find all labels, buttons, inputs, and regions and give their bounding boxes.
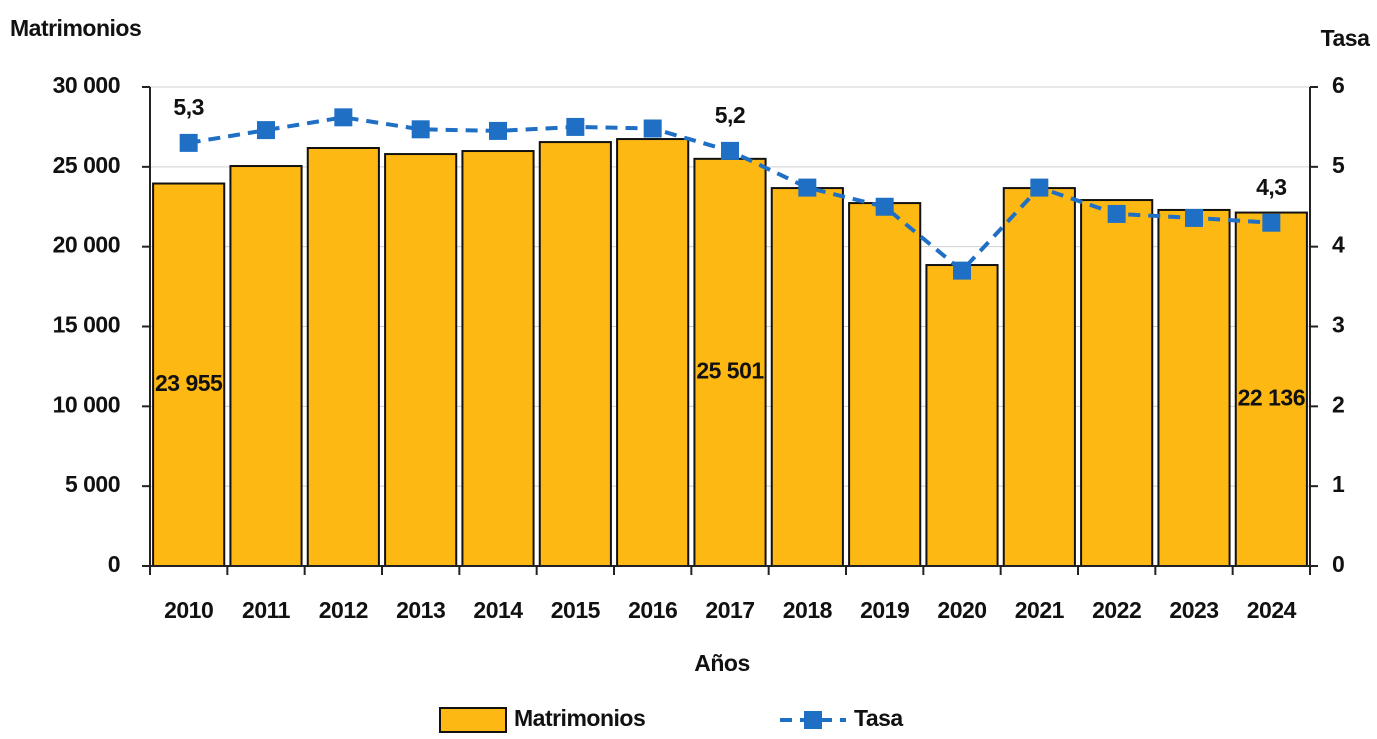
- legend-label: Tasa: [854, 705, 903, 731]
- bar: [1157, 208, 1231, 567]
- x-tick-label: 2023: [1169, 597, 1218, 623]
- x-tick-label: 2016: [628, 597, 677, 623]
- bar: [229, 165, 303, 567]
- x-tick-label: 2019: [860, 597, 909, 623]
- line-marker: [798, 178, 817, 197]
- y-tick-label: 10 000: [53, 391, 120, 417]
- line-value-label: 5,2: [715, 102, 745, 128]
- y2-tick-label: 2: [1332, 391, 1344, 417]
- bar: [693, 157, 767, 567]
- x-tick-label: 2024: [1247, 597, 1297, 623]
- y-tick-label: 5 000: [65, 471, 120, 497]
- line-marker: [1185, 208, 1203, 227]
- line-marker: [953, 261, 971, 280]
- line-marker: [179, 133, 198, 152]
- x-tick-label: 2022: [1092, 597, 1141, 623]
- legend-label: Matrimonios: [514, 705, 645, 731]
- y2-tick-label: 4: [1332, 232, 1345, 258]
- legend-marker: [804, 711, 822, 729]
- x-tick-label: 2018: [783, 597, 833, 623]
- line-marker: [257, 121, 275, 140]
- x-tick-label: 2020: [937, 597, 986, 623]
- bar: [1080, 199, 1154, 567]
- line-marker: [1107, 204, 1126, 223]
- y-tick-label: 25 000: [53, 152, 120, 178]
- line-marker: [643, 119, 662, 138]
- bar: [1002, 187, 1076, 567]
- y2-tick-label: 0: [1332, 551, 1344, 577]
- bar: [925, 264, 999, 567]
- line-marker: [1262, 213, 1281, 232]
- line-marker: [411, 120, 430, 139]
- legend-swatch: [439, 707, 507, 733]
- line-marker: [489, 121, 507, 140]
- bar-value-label: 23 955: [155, 370, 223, 396]
- bar: [538, 141, 612, 568]
- bar: [770, 187, 844, 567]
- bar: [384, 153, 458, 567]
- line-marker: [334, 108, 353, 127]
- x-tick-label: 2021: [1015, 597, 1065, 623]
- x-tick-label: 2010: [164, 597, 213, 623]
- line-value-label: 5,3: [173, 94, 203, 120]
- bar: [306, 146, 380, 567]
- y2-axis-title: Tasa: [1321, 25, 1370, 51]
- x-tick-label: 2011: [242, 597, 291, 623]
- y2-tick-label: 3: [1332, 312, 1344, 338]
- y2-tick-label: 5: [1332, 152, 1345, 178]
- y-axis-title: Matrimonios: [10, 15, 141, 41]
- bar-value-label: 22 136: [1238, 384, 1305, 410]
- bar: [616, 138, 690, 567]
- x-tick-label: 2014: [473, 597, 523, 623]
- x-tick-label: 2012: [319, 597, 368, 623]
- line-marker: [566, 117, 585, 136]
- line-marker: [721, 141, 739, 160]
- y2-tick-label: 1: [1332, 471, 1345, 497]
- x-tick-label: 2015: [551, 597, 601, 623]
- y-tick-label: 20 000: [53, 232, 120, 258]
- y2-tick-label: 6: [1332, 72, 1344, 98]
- line-marker: [1030, 178, 1049, 197]
- bar: [848, 202, 922, 567]
- x-tick-label: 2013: [396, 597, 445, 623]
- x-axis-title: Años: [694, 650, 750, 676]
- bar: [152, 182, 226, 567]
- bar: [461, 150, 535, 567]
- bar: [1234, 211, 1308, 567]
- bar-value-label: 25 501: [696, 357, 764, 383]
- y-tick-label: 30 000: [53, 72, 120, 98]
- line-marker: [875, 197, 894, 216]
- x-tick-label: 2017: [705, 597, 754, 623]
- y-tick-label: 15 000: [53, 312, 120, 338]
- line-value-label: 4,3: [1256, 174, 1286, 200]
- y-tick-label: 0: [108, 551, 120, 577]
